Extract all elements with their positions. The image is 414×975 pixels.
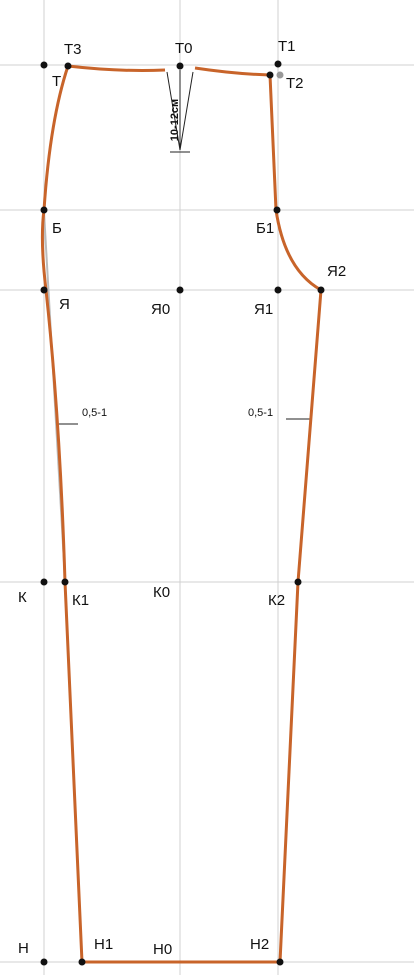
point-label: Т2 [286,75,304,92]
point-label: Т [52,73,61,90]
pattern-outline [40,64,323,964]
points [40,60,325,966]
guide-lines [43,211,322,581]
point-label: Н0 [153,941,172,958]
point-label: Б [52,220,62,237]
point-label: Я2 [327,263,346,280]
point-label: Т3 [64,41,82,58]
point-label: К0 [153,584,170,601]
point-label: Т1 [278,38,296,55]
labels: Т Т3 Т0 Т1 Т2 Б Б1 Я2 Я Я0 Я1 К К1 К0 К2… [18,38,346,958]
point-label: Н [18,940,29,957]
point-label: К1 [72,592,89,609]
point-label: Т0 [175,40,193,57]
point-label: Н1 [94,936,113,953]
point-label: Б1 [256,220,274,237]
point-label: Я1 [254,301,273,318]
dart [56,70,312,425]
point-label: Я [59,296,70,313]
offset-annotation: 0,5-1 [82,407,107,419]
point-label: Я0 [151,301,170,318]
point-label: Н2 [250,936,269,953]
dart-annotation: 10-12см [169,99,181,141]
point-label: К2 [268,592,285,609]
offset-annotation: 0,5-1 [248,407,273,419]
point-label: К [18,589,27,606]
